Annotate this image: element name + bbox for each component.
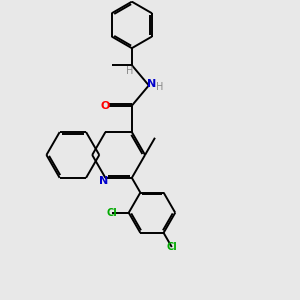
Text: H: H: [156, 82, 163, 92]
Text: N: N: [146, 79, 156, 89]
Text: O: O: [101, 101, 110, 111]
Text: Cl: Cl: [107, 208, 118, 218]
Text: Cl: Cl: [167, 242, 177, 252]
Text: N: N: [99, 176, 108, 186]
Text: H: H: [127, 66, 134, 76]
